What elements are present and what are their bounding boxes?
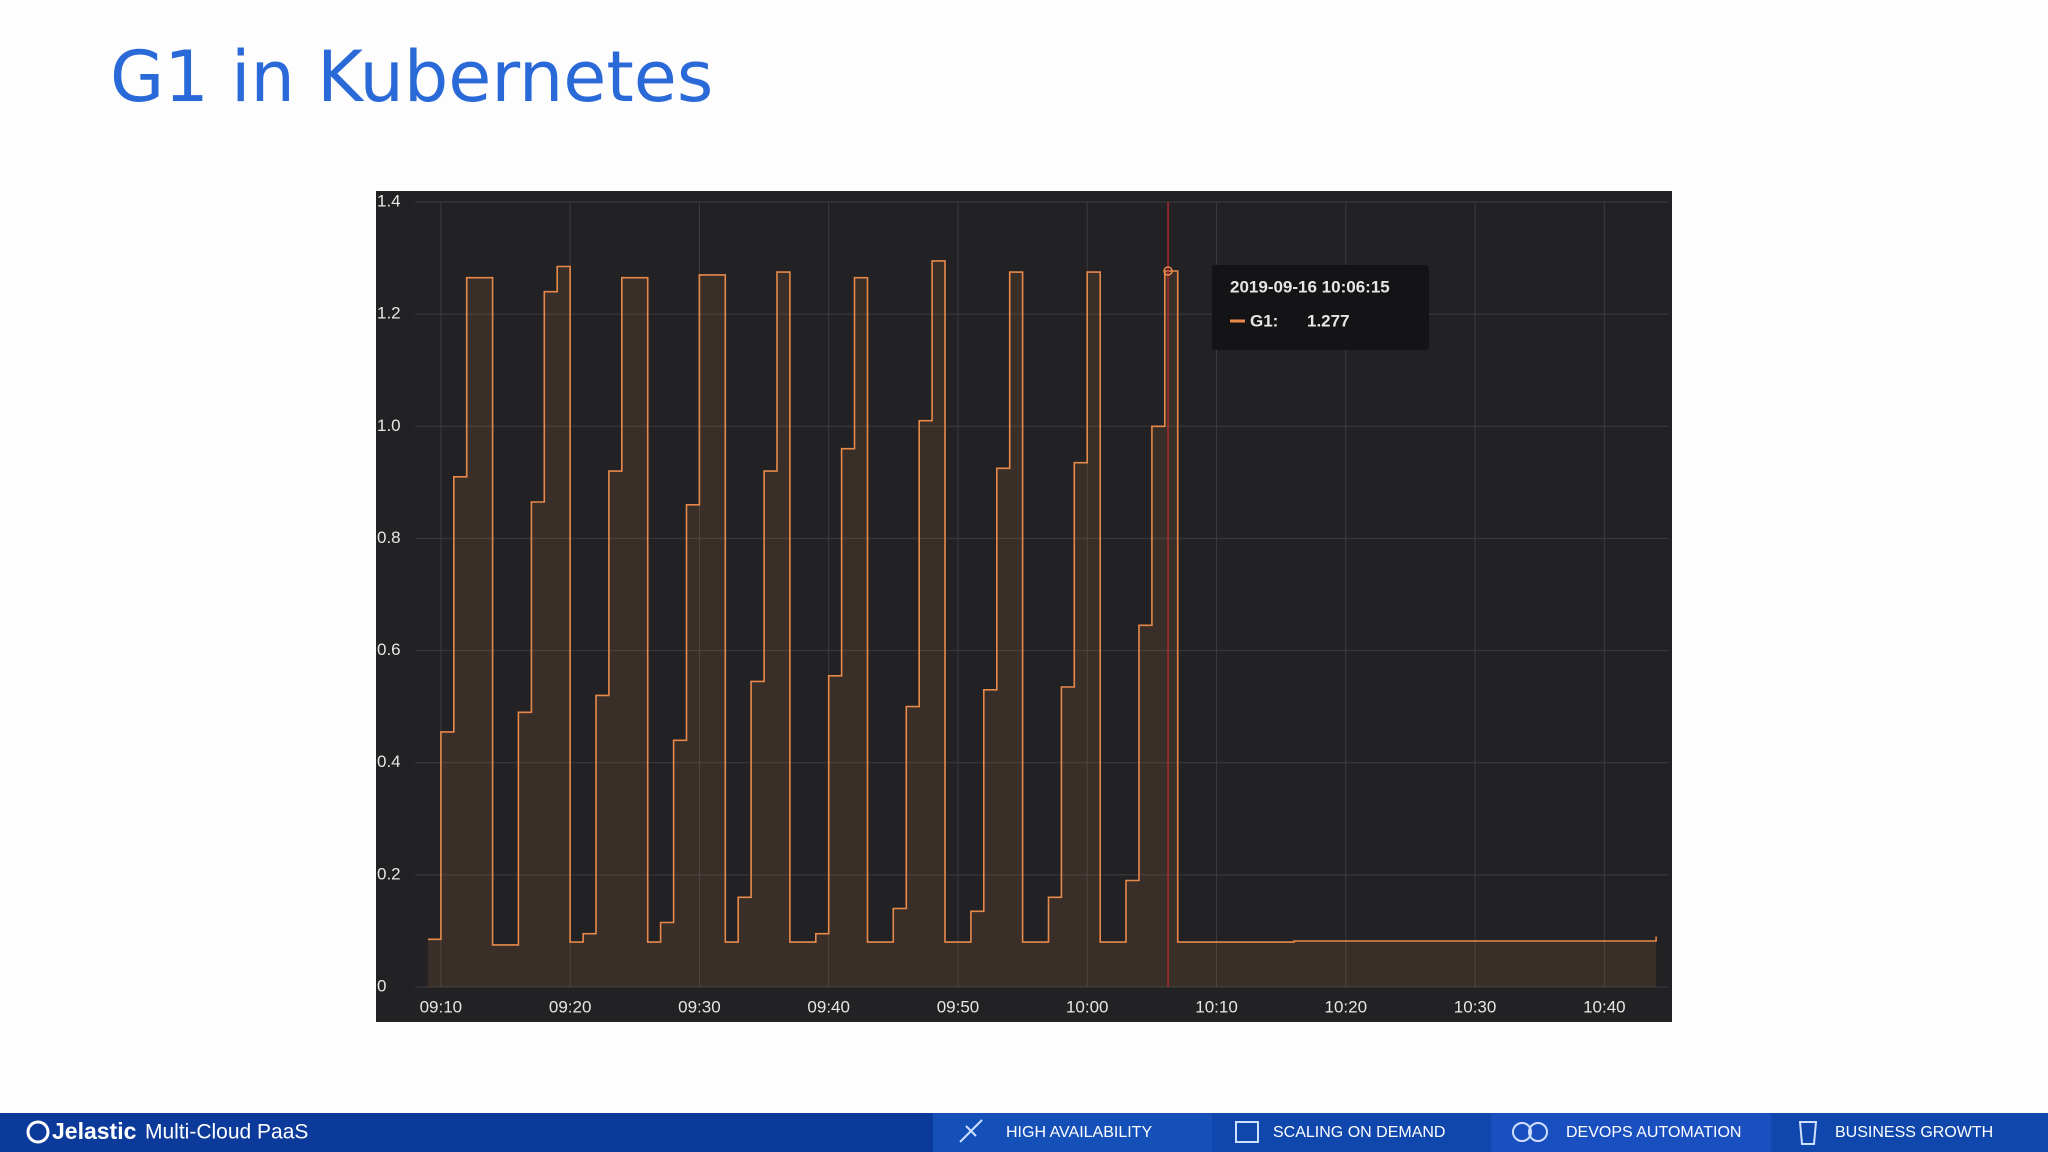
tooltip-label: G1: (1250, 311, 1278, 330)
tagline: Multi-Cloud PaaS (145, 1121, 308, 1144)
footer-item: BUSINESS GROWTH (1835, 1124, 1993, 1141)
x-tick-label: 10:20 (1325, 997, 1368, 1016)
footer-item: SCALING ON DEMAND (1273, 1124, 1445, 1141)
y-tick-label: 1.0 (377, 416, 401, 435)
y-tick-label: 0.4 (377, 752, 401, 771)
y-tick-label: 0.8 (377, 528, 401, 547)
footer-section (1491, 1113, 1771, 1152)
chart: 0 0.2 0.4 0.6 0.8 1.0 1.2 1.4 09:10 09:20 09:30 09:… (377, 191, 1669, 1016)
x-tick-label: 10:30 (1454, 997, 1497, 1016)
footer-item: DEVOPS AUTOMATION (1566, 1124, 1741, 1141)
tooltip-value: 1.277 (1307, 311, 1350, 330)
x-tick-label: 09:10 (420, 997, 463, 1016)
footer-item: HIGH AVAILABILITY (1006, 1124, 1152, 1141)
y-tick-label: 1.2 (377, 304, 401, 323)
y-tick-label: 0.6 (377, 640, 401, 659)
x-tick-label: 09:30 (678, 997, 721, 1016)
logo-icon (26, 1120, 50, 1144)
brand: Jelastic (52, 1118, 137, 1144)
chart-panel (376, 191, 1672, 1022)
x-tick-label: 09:50 (937, 997, 980, 1016)
x-tick-label: 10:00 (1066, 997, 1109, 1016)
y-tick-label: 0.2 (377, 864, 401, 883)
tooltip (1212, 265, 1429, 350)
y-tick-label: 0 (377, 976, 386, 995)
line (427, 260, 1657, 946)
footer-section (1771, 1113, 2048, 1152)
x-tick-label: 10:40 (1583, 997, 1626, 1016)
footer-section (933, 1113, 1212, 1152)
y-tick-label: 1.4 (377, 191, 401, 210)
x-tick-label: 09:20 (549, 997, 592, 1016)
slide-title: G1 in Kubernetes (110, 36, 713, 118)
area (427, 260, 1657, 987)
tooltip-time: 2019-09-16 10:06:15 (1230, 277, 1390, 296)
x-tick-label: 10:10 (1195, 997, 1238, 1016)
cursor-point (1163, 266, 1173, 276)
x-tick-label: 09:40 (807, 997, 850, 1016)
footer-icons (959, 1119, 1818, 1145)
